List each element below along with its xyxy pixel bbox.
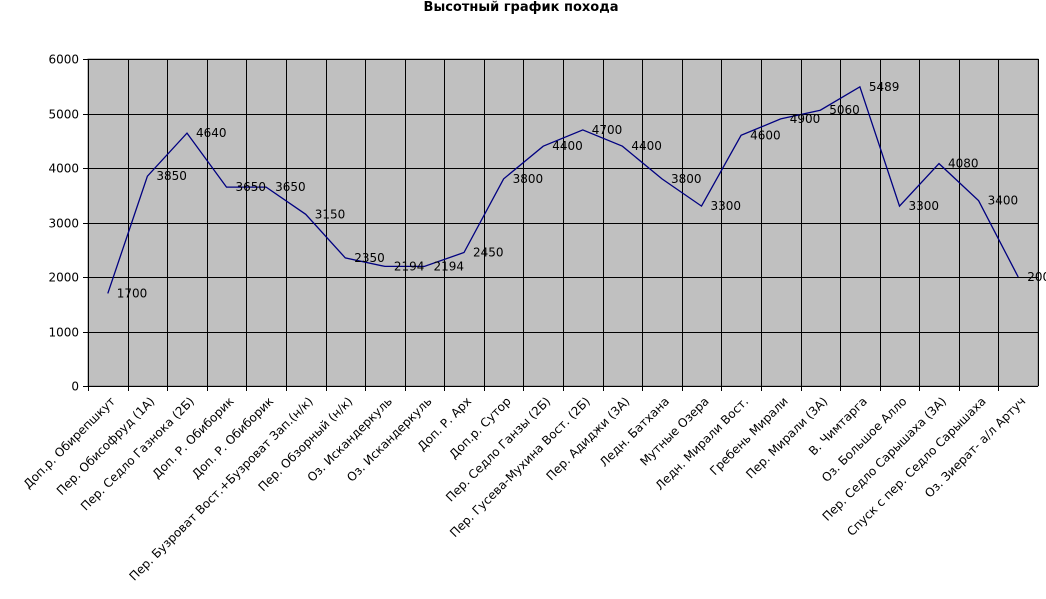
data-label: 4640 bbox=[196, 126, 227, 140]
y-tick-label: 6000 bbox=[48, 53, 79, 67]
data-label: 4080 bbox=[948, 157, 979, 171]
series-line-elevation bbox=[107, 85, 1019, 294]
data-label: 1700 bbox=[117, 286, 148, 300]
data-label: 4900 bbox=[790, 112, 821, 126]
data-label: 3650 bbox=[275, 180, 306, 194]
y-tick-label: 1000 bbox=[48, 326, 79, 340]
data-label: 3400 bbox=[988, 194, 1019, 208]
x-tick-label: Мутные Озера bbox=[637, 394, 711, 468]
data-label: 3150 bbox=[315, 207, 346, 221]
y-tick-label: 5000 bbox=[48, 108, 79, 122]
y-tick-label: 3000 bbox=[48, 217, 79, 231]
data-label: 2000 bbox=[1027, 270, 1046, 284]
data-label: 5489 bbox=[869, 80, 900, 94]
data-labels: 1700 3850 4640 3650 3650 3150 2350 2194 2194 2450… bbox=[117, 80, 1046, 301]
y-tick-label: 4000 bbox=[48, 162, 79, 176]
axes bbox=[83, 59, 1038, 391]
y-axis-tick-labels: 0 1000 2000 3000 4000 5000 6000 bbox=[48, 53, 79, 394]
data-label: 4400 bbox=[552, 139, 583, 153]
data-label: 3800 bbox=[513, 172, 544, 186]
x-tick-label: Пер. Бузроват Вост.+Бузроват Зап.(н/к) bbox=[127, 394, 316, 583]
data-label: 4700 bbox=[592, 123, 623, 137]
y-tick-label: 0 bbox=[71, 380, 79, 394]
data-label: 3300 bbox=[711, 199, 742, 213]
y-tick-label: 2000 bbox=[48, 271, 79, 285]
data-label: 5060 bbox=[829, 103, 860, 117]
data-label: 2350 bbox=[354, 251, 385, 265]
data-label: 2450 bbox=[473, 245, 504, 259]
x-tick-label: Пер. Гусева-Мухина Вост. (2Б) bbox=[447, 394, 593, 540]
data-label: 3850 bbox=[156, 169, 187, 183]
data-label: 4400 bbox=[631, 139, 662, 153]
data-label: 2194 bbox=[433, 259, 464, 273]
data-label: 3800 bbox=[671, 172, 702, 186]
x-tick-label: Ледн. Батхана bbox=[597, 394, 672, 469]
chart-title: Высотный график похода bbox=[424, 0, 619, 15]
data-label: 4600 bbox=[750, 128, 781, 142]
data-label: 3300 bbox=[908, 199, 939, 213]
data-label: 3650 bbox=[236, 180, 267, 194]
vertical-gridlines bbox=[128, 59, 1039, 386]
data-label: 2194 bbox=[394, 259, 425, 273]
